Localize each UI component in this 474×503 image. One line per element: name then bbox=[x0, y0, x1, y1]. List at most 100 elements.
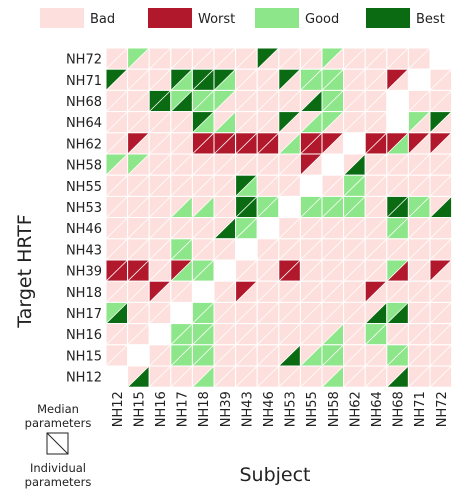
cell-diagonal bbox=[386, 90, 409, 112]
heatmap-cell bbox=[191, 47, 215, 70]
heatmap-cell bbox=[105, 68, 129, 91]
heatmap-cell bbox=[321, 217, 345, 240]
key-diagonal bbox=[46, 432, 69, 455]
heatmap-cell bbox=[321, 68, 345, 91]
cell-diagonal bbox=[321, 217, 344, 240]
heatmap-cell bbox=[321, 259, 345, 282]
heatmap-cell bbox=[256, 111, 280, 134]
heatmap-cell bbox=[127, 301, 150, 325]
cell-diagonal bbox=[300, 153, 323, 176]
heatmap-cell bbox=[170, 365, 193, 388]
cell-diagonal bbox=[105, 259, 128, 282]
heatmap-cell bbox=[386, 217, 409, 240]
cell-diagonal bbox=[300, 280, 323, 303]
cell-diagonal bbox=[321, 259, 344, 282]
cell-diagonal bbox=[321, 280, 344, 303]
row-label-nh17: NH17 bbox=[66, 307, 102, 322]
cell-diagonal bbox=[127, 344, 150, 367]
cell-diagonal bbox=[127, 365, 150, 388]
cell-diagonal bbox=[127, 238, 150, 261]
cell-diagonal bbox=[321, 302, 344, 324]
heatmap-cell bbox=[364, 344, 388, 367]
heatmap-cell bbox=[429, 111, 453, 134]
heatmap-cell bbox=[148, 301, 172, 325]
heatmap-cell bbox=[321, 89, 345, 113]
cell-diagonal bbox=[278, 365, 301, 388]
cell-diagonal bbox=[386, 132, 409, 155]
heatmap-cell bbox=[148, 344, 172, 367]
heatmap-cell bbox=[170, 238, 193, 261]
heatmap-cell bbox=[105, 132, 129, 155]
cell-diagonal bbox=[127, 259, 150, 282]
cell-diagonal bbox=[408, 153, 431, 176]
y-axis-title: Target HRTF bbox=[14, 214, 36, 328]
cell-diagonal bbox=[105, 280, 128, 303]
row-label-nh43: NH43 bbox=[66, 243, 102, 258]
cell-diagonal bbox=[278, 217, 301, 240]
heatmap-cell bbox=[364, 153, 388, 176]
heatmap-cell bbox=[191, 195, 215, 219]
heatmap-cell bbox=[343, 238, 366, 261]
cell-diagonal bbox=[408, 302, 431, 324]
cell-diagonal bbox=[343, 365, 366, 388]
cell-diagonal bbox=[408, 344, 431, 367]
heatmap-cell bbox=[343, 344, 366, 367]
cell-diagonal bbox=[408, 111, 431, 134]
cell-diagonal bbox=[364, 132, 388, 155]
heatmap-cell bbox=[386, 174, 409, 197]
heatmap-cell bbox=[343, 132, 366, 155]
heatmap-cell bbox=[299, 365, 323, 388]
cell-diagonal bbox=[213, 365, 236, 388]
cell-diagonal bbox=[278, 323, 301, 346]
cell-diagonal bbox=[213, 217, 236, 240]
cell-diagonal bbox=[148, 323, 172, 346]
heatmap-cell bbox=[170, 323, 193, 346]
heatmap-cell bbox=[213, 89, 237, 113]
heatmap-cell bbox=[105, 174, 129, 197]
cell-diagonal bbox=[170, 153, 193, 176]
heatmap-cell bbox=[386, 365, 409, 388]
heatmap-cell bbox=[235, 301, 258, 325]
heatmap-cell bbox=[299, 68, 323, 91]
cell-diagonal bbox=[235, 323, 258, 346]
legend-swatch-best bbox=[366, 8, 410, 28]
heatmap-cell bbox=[148, 259, 172, 282]
cell-diagonal bbox=[148, 153, 172, 176]
cell-diagonal bbox=[148, 132, 172, 155]
row-label-nh53: NH53 bbox=[66, 201, 102, 216]
heatmap-cell bbox=[213, 280, 237, 303]
cell-diagonal bbox=[127, 302, 150, 324]
heatmap-cell bbox=[256, 195, 280, 219]
heatmap-cell bbox=[343, 217, 366, 240]
cell-diagonal bbox=[278, 238, 301, 261]
heatmap-cell bbox=[235, 280, 258, 303]
heatmap-cell bbox=[278, 259, 301, 282]
heatmap-cell bbox=[213, 153, 237, 176]
heatmap-cell bbox=[299, 238, 323, 261]
heatmap-cell bbox=[148, 280, 172, 303]
cell-diagonal bbox=[105, 132, 128, 155]
heatmap-cell bbox=[170, 280, 193, 303]
heatmap-cell bbox=[256, 280, 280, 303]
cell-diagonal bbox=[278, 259, 301, 282]
x-axis-title: Subject bbox=[239, 464, 310, 486]
cell-diagonal bbox=[256, 196, 280, 218]
row-label-nh71: NH71 bbox=[66, 74, 102, 89]
cell-diagonal bbox=[235, 90, 258, 112]
cell-diagonal bbox=[343, 217, 366, 240]
heatmap-cell bbox=[343, 365, 366, 388]
cell-diagonal bbox=[105, 344, 128, 367]
cell-diagonal bbox=[343, 47, 366, 70]
heatmap-cell bbox=[278, 238, 301, 261]
cell-diagonal bbox=[408, 196, 431, 218]
heatmap-cell bbox=[429, 174, 453, 197]
heatmap-cell bbox=[105, 344, 129, 367]
cell-diagonal bbox=[364, 68, 388, 91]
heatmap-cell bbox=[343, 301, 366, 325]
heatmap-cell bbox=[191, 301, 215, 325]
cell-diagonal bbox=[235, 365, 258, 388]
key-box bbox=[46, 432, 69, 455]
cell-diagonal bbox=[127, 90, 150, 112]
cell-diagonal bbox=[235, 196, 258, 218]
cell-diagonal bbox=[386, 47, 409, 70]
